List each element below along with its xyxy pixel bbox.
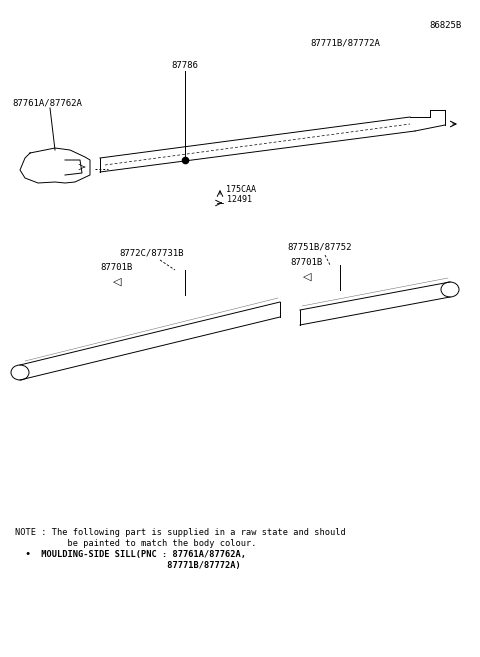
- Text: 87771B/87772A): 87771B/87772A): [15, 561, 241, 570]
- Text: $\triangleleft$: $\triangleleft$: [302, 271, 312, 283]
- Text: 8772C/87731B: 8772C/87731B: [120, 248, 184, 257]
- Text: 87701B: 87701B: [290, 258, 322, 267]
- Text: 87751B/87752: 87751B/87752: [288, 243, 352, 252]
- Text: $\triangleleft$: $\triangleleft$: [112, 276, 122, 288]
- Text: 12491: 12491: [227, 195, 252, 204]
- Text: 86825B: 86825B: [430, 21, 462, 30]
- Text: 87701B: 87701B: [100, 263, 132, 272]
- Text: be painted to match the body colour.: be painted to match the body colour.: [15, 539, 256, 548]
- Text: 87786: 87786: [171, 61, 198, 70]
- Text: NOTE : The following part is supplied in a raw state and should: NOTE : The following part is supplied in…: [15, 528, 346, 537]
- Text: 175CAA: 175CAA: [226, 185, 256, 194]
- Text: 87771B/87772A: 87771B/87772A: [310, 38, 380, 47]
- Text: •  MOULDING-SIDE SILL(PNC : 87761A/87762A,: • MOULDING-SIDE SILL(PNC : 87761A/87762A…: [15, 550, 246, 559]
- Text: 87761A/87762A: 87761A/87762A: [12, 98, 82, 107]
